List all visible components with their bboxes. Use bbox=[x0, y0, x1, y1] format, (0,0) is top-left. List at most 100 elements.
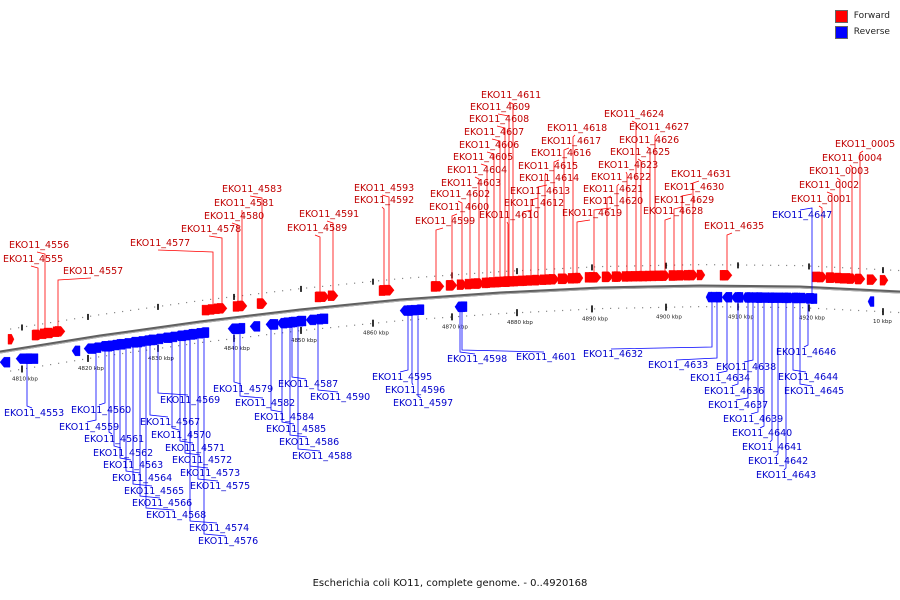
lane-dot bbox=[394, 320, 396, 322]
lane-dot bbox=[602, 307, 604, 310]
forward-leader-line bbox=[637, 158, 642, 272]
forward-leader-line bbox=[606, 195, 612, 272]
lane-dot bbox=[66, 319, 68, 321]
forward-gene-label: EKO11_4603 bbox=[441, 178, 501, 189]
lane-dot bbox=[82, 358, 84, 361]
reverse-gene-arrow bbox=[766, 292, 778, 303]
reverse-leader-line bbox=[317, 324, 339, 393]
reverse-leader-line bbox=[171, 341, 180, 431]
reverse-gene-label: EKO11_4570 bbox=[151, 430, 211, 441]
forward-gene-label: EKO11_4591 bbox=[299, 209, 359, 220]
reverse-gene-label: EKO11_4584 bbox=[254, 412, 314, 423]
lane-dot bbox=[90, 315, 92, 317]
forward-gene-label: EKO11_0002 bbox=[799, 180, 859, 191]
reverse-leader-line bbox=[291, 326, 307, 380]
forward-leader-line bbox=[572, 134, 576, 274]
reverse-gene-label: EKO11_4568 bbox=[146, 510, 206, 521]
reverse-gene-label: EKO11_4645 bbox=[784, 386, 844, 397]
lane-dot bbox=[106, 355, 108, 357]
forward-gene-label: EKO11_4599 bbox=[415, 216, 475, 227]
forward-gene-label: EKO11_4624 bbox=[604, 109, 664, 120]
lane-dot bbox=[634, 265, 636, 267]
lane-dot bbox=[354, 324, 356, 326]
lane-dot bbox=[722, 306, 724, 308]
lane-dot bbox=[642, 265, 644, 267]
reverse-gene-arrow bbox=[71, 345, 81, 357]
reverse-gene-label: EKO11_4576 bbox=[198, 536, 258, 547]
lane-dot bbox=[434, 275, 436, 277]
lane-dot bbox=[418, 318, 420, 320]
forward-leader-line bbox=[249, 195, 263, 299]
reverse-leader-line bbox=[233, 333, 242, 385]
lane-dot bbox=[290, 289, 292, 291]
reverse-gene-label: EKO11_4642 bbox=[748, 456, 808, 467]
lane-dot bbox=[10, 328, 12, 330]
reverse-leader-line bbox=[98, 351, 106, 406]
reverse-gene-arrow bbox=[127, 337, 139, 348]
forward-leader-line bbox=[616, 183, 620, 272]
lane-dot bbox=[730, 306, 732, 308]
reverse-leader-line bbox=[731, 302, 739, 387]
lane-dot bbox=[202, 299, 204, 301]
lane-dot bbox=[818, 265, 820, 268]
forward-leader-line bbox=[522, 209, 533, 276]
reverse-gene-label: EKO11_4565 bbox=[124, 486, 184, 497]
lane-dot bbox=[562, 309, 564, 312]
lane-dot bbox=[506, 312, 508, 314]
reverse-gene-label: EKO11_4575 bbox=[190, 481, 250, 492]
forward-gene-label: EKO11_0005 bbox=[835, 139, 895, 150]
lane-dot bbox=[778, 264, 780, 266]
lane-dot bbox=[26, 325, 28, 328]
lane-dot bbox=[690, 264, 692, 266]
forward-leader-line bbox=[625, 171, 628, 272]
lane-dot bbox=[458, 315, 460, 318]
lane-dot bbox=[250, 294, 252, 296]
reverse-leader-line bbox=[417, 314, 422, 399]
forward-gene-label: EKO11_4609 bbox=[470, 102, 530, 113]
reverse-gene-arrow bbox=[21, 353, 33, 364]
reverse-leader-line bbox=[86, 352, 97, 423]
lane-dot bbox=[354, 282, 356, 284]
lane-dot bbox=[194, 300, 196, 303]
forward-gene-arrow bbox=[558, 273, 570, 284]
forward-leader-line bbox=[496, 125, 506, 277]
forward-leader-line bbox=[631, 120, 637, 272]
forward-gene-label: EKO11_4602 bbox=[430, 189, 490, 200]
reverse-leader-line bbox=[750, 302, 759, 415]
lane-dot bbox=[50, 364, 52, 366]
lane-dot bbox=[370, 281, 372, 283]
reverse-gene-label: EKO11_4572 bbox=[172, 455, 232, 466]
lane-dot bbox=[298, 330, 300, 332]
lane-dot bbox=[722, 264, 724, 266]
lane-dot bbox=[450, 274, 452, 276]
lane-dot bbox=[186, 343, 188, 346]
forward-gene-arrow bbox=[866, 274, 878, 285]
lane-dot bbox=[50, 322, 52, 324]
forward-gene-label: EKO11_4614 bbox=[519, 173, 579, 184]
lane-dot bbox=[282, 290, 284, 292]
lane-dot bbox=[106, 313, 108, 315]
reverse-gene-arrow bbox=[752, 292, 764, 303]
forward-leader-line bbox=[480, 163, 488, 278]
forward-gene-label: EKO11_4629 bbox=[654, 195, 714, 206]
lane-dot bbox=[98, 314, 100, 316]
reverse-gene-arrow bbox=[166, 331, 178, 343]
lane-dot bbox=[218, 339, 220, 342]
lane-dot bbox=[530, 311, 532, 313]
forward-gene-arrow bbox=[721, 270, 733, 281]
reverse-leader-line bbox=[675, 302, 718, 361]
lane-dot bbox=[786, 264, 788, 267]
forward-gene-label: EKO11_4593 bbox=[354, 183, 414, 194]
legend-item-forward: Forward bbox=[834, 8, 890, 24]
tick-label: 4870 kbp bbox=[442, 324, 468, 330]
forward-gene-label: EKO11_4611 bbox=[481, 90, 541, 101]
lane-dot bbox=[522, 311, 524, 314]
lane-dot bbox=[634, 307, 636, 309]
forward-gene-label: EKO11_4578 bbox=[181, 224, 241, 235]
reverse-leader-line bbox=[399, 315, 409, 373]
lane-dot bbox=[282, 332, 284, 334]
lane-dot bbox=[306, 329, 308, 331]
lane-dot bbox=[610, 265, 612, 267]
lane-dot bbox=[274, 291, 276, 293]
reverse-gene-label: EKO11_4598 bbox=[447, 354, 507, 365]
